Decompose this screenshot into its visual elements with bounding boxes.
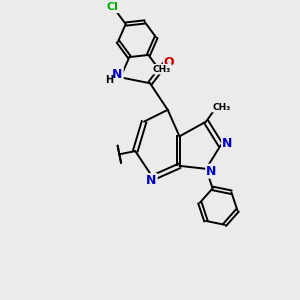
Text: Cl: Cl (107, 2, 119, 12)
Text: H: H (105, 75, 113, 85)
Text: CH₃: CH₃ (212, 103, 231, 112)
Text: N: N (112, 68, 123, 81)
Text: O: O (164, 56, 175, 69)
Text: N: N (146, 174, 157, 187)
Text: N: N (206, 165, 217, 178)
Text: N: N (222, 137, 232, 150)
Text: CH₃: CH₃ (153, 65, 171, 74)
